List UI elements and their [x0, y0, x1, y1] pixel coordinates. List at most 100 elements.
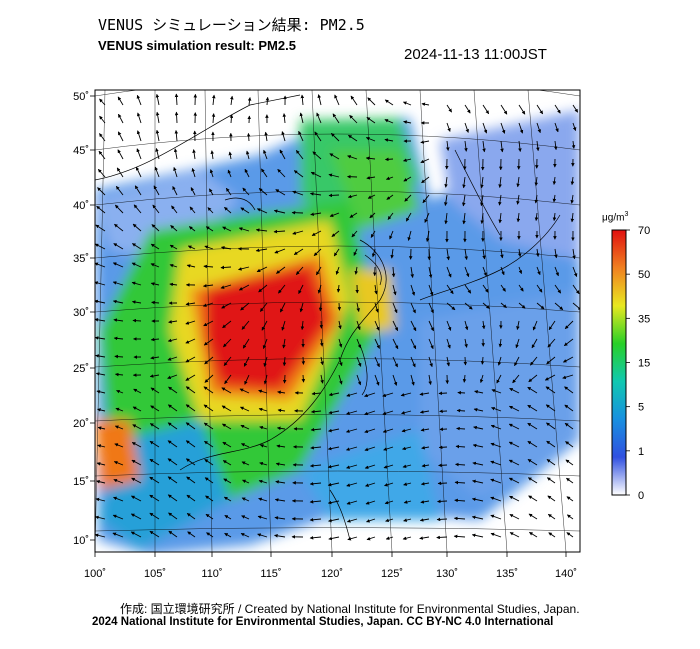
wind-arrow — [167, 338, 178, 343]
wind-arrow — [225, 187, 232, 196]
wind-arrow — [229, 95, 234, 106]
colorbar-unit: μg/m3 — [602, 211, 629, 224]
wind-arrow — [149, 458, 160, 466]
wind-arrow — [273, 209, 286, 214]
wind-arrow — [528, 495, 538, 502]
wind-arrow — [332, 113, 340, 124]
wind-arrow — [149, 374, 160, 378]
wind-arrow — [314, 131, 322, 142]
wind-arrow — [562, 374, 574, 379]
wind-arrow — [438, 391, 448, 396]
wind-arrow — [224, 532, 232, 538]
wind-arrow — [185, 404, 196, 412]
wind-arrow — [497, 356, 502, 366]
wind-arrow — [292, 190, 304, 196]
lon-tick-label: 105˚ — [144, 568, 166, 580]
wind-arrow — [389, 230, 394, 240]
wind-arrow — [134, 185, 142, 196]
wind-arrow — [187, 245, 196, 250]
wind-arrow — [536, 140, 540, 152]
wind-arrow — [410, 338, 417, 350]
wind-arrow — [209, 188, 214, 196]
wind-arrow — [187, 531, 196, 538]
wind-arrow — [490, 442, 502, 448]
wind-arrow — [536, 104, 544, 115]
wind-arrow — [186, 476, 196, 484]
wind-arrow — [365, 500, 376, 505]
wind-arrow — [292, 230, 304, 235]
wind-arrow — [259, 302, 268, 312]
wind-arrow — [209, 169, 214, 178]
wind-arrow — [456, 408, 466, 413]
wind-arrow — [527, 459, 538, 466]
wind-arrow — [333, 248, 340, 257]
wind-arrow — [211, 94, 216, 106]
wind-arrow — [572, 284, 580, 295]
wind-arrow — [95, 372, 106, 376]
wind-arrow — [241, 497, 250, 502]
wind-arrow — [552, 194, 557, 203]
wind-arrow — [391, 266, 396, 278]
wind-arrow — [275, 189, 286, 196]
wind-arrow — [221, 302, 232, 309]
wind-arrow — [509, 387, 520, 394]
wind-arrow — [364, 464, 376, 469]
wind-arrow — [446, 122, 451, 132]
wind-arrow — [572, 122, 577, 132]
wind-arrow — [319, 338, 324, 347]
wind-arrow — [334, 94, 340, 106]
wind-arrow — [118, 113, 124, 124]
wind-arrow — [554, 248, 558, 259]
colorbar-level-label: 15 — [638, 358, 650, 370]
wind-arrow — [382, 392, 394, 397]
wind-arrow — [544, 374, 556, 381]
wind-arrow — [241, 461, 250, 466]
wind-arrow — [534, 212, 539, 222]
wind-arrow — [150, 337, 160, 342]
wind-arrow — [131, 281, 142, 286]
wind-arrow — [570, 194, 574, 204]
wind-arrow — [185, 338, 196, 344]
lon-tick-label: 120˚ — [321, 568, 343, 580]
wind-arrow — [464, 140, 468, 152]
wind-arrow — [405, 212, 412, 222]
wind-arrow — [318, 302, 323, 312]
wind-arrow — [299, 302, 304, 313]
wind-arrow — [228, 151, 233, 160]
wind-arrow — [528, 374, 538, 383]
wind-arrow — [336, 284, 341, 293]
wind-arrow — [188, 226, 196, 232]
wind-arrow — [309, 499, 322, 504]
wind-arrow — [509, 532, 520, 538]
wind-arrow — [327, 464, 340, 469]
wind-arrow — [385, 518, 394, 523]
wind-arrow — [422, 194, 430, 204]
wind-arrow — [255, 248, 268, 253]
wind-arrow — [419, 518, 430, 522]
wind-arrow — [500, 284, 506, 292]
wind-arrow — [222, 320, 232, 329]
wind-arrow — [312, 151, 322, 160]
wind-arrow — [438, 463, 448, 468]
longitude-ticks: 100˚ 105˚ 110˚ 115˚ 120˚ 125˚ 130˚ 135˚ 140˚ — [84, 552, 577, 580]
wind-arrow — [530, 356, 538, 366]
wind-arrow — [317, 94, 322, 106]
wind-arrow — [338, 338, 343, 348]
wind-arrow — [168, 386, 178, 394]
wind-arrow — [185, 440, 196, 448]
wind-arrow — [536, 122, 541, 134]
wind-arrow — [136, 148, 142, 160]
wind-arrow — [185, 374, 196, 381]
wind-arrow — [444, 194, 448, 206]
wind-arrow — [203, 404, 214, 412]
wind-arrow — [293, 248, 304, 255]
wind-arrow — [327, 500, 340, 505]
wind-arrow — [203, 264, 214, 269]
wind-arrow — [205, 495, 214, 502]
wind-arrow — [546, 422, 556, 430]
wind-arrow — [374, 284, 378, 295]
wind-arrow — [95, 336, 106, 340]
wind-arrow — [419, 536, 430, 540]
wind-arrow — [402, 536, 412, 541]
wind-arrow — [240, 532, 250, 538]
